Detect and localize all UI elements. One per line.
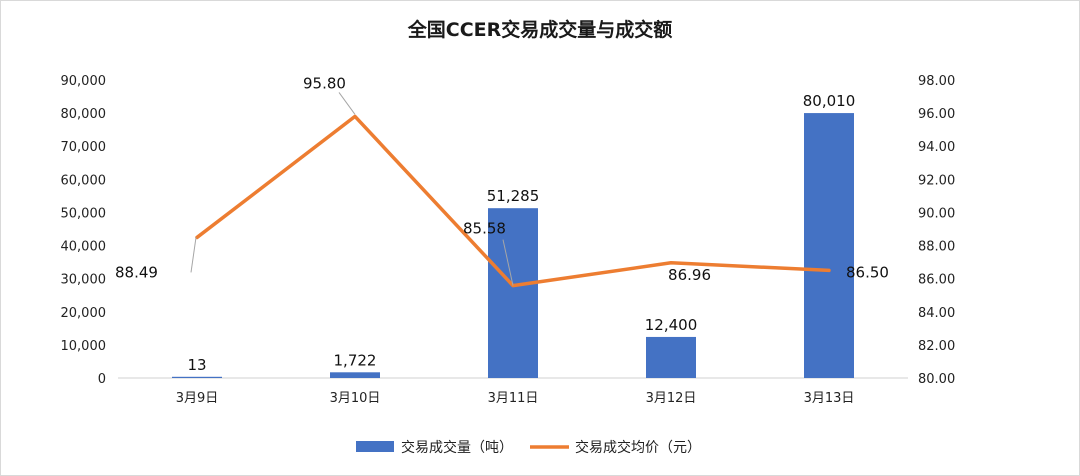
price-label-leader	[502, 239, 514, 286]
bar-value-label: 80,010	[803, 92, 856, 110]
bar-value-label: 13	[187, 356, 206, 374]
y-left-tick-label: 70,000	[61, 140, 107, 155]
y-right-tick-label: 94.00	[918, 140, 955, 155]
x-tick-label: 3月9日	[176, 391, 219, 406]
y-left-tick-label: 40,000	[61, 240, 107, 255]
y-left-tick-label: 10,000	[61, 339, 107, 354]
y-right-tick-label: 96.00	[918, 107, 955, 122]
y-left-tick-label: 90,000	[61, 74, 107, 89]
bar-value-label: 1,722	[334, 351, 377, 369]
y-right-tick-label: 84.00	[918, 306, 955, 321]
x-tick-label: 3月11日	[488, 391, 539, 406]
legend-label-price: 交易成交均价（元）	[575, 439, 701, 456]
y-right-tick-label: 90.00	[918, 206, 955, 221]
y-right-tick-label: 98.00	[918, 74, 955, 89]
y-left-tick-label: 0	[98, 372, 106, 387]
bar-volume	[488, 208, 538, 378]
y-left-tick-label: 20,000	[61, 306, 107, 321]
y-right-tick-label: 92.00	[918, 173, 955, 188]
price-label-leader	[190, 237, 197, 273]
bar-volume	[646, 336, 696, 378]
price-value-label: 88.49	[115, 263, 158, 281]
price-label-leader	[338, 92, 356, 115]
x-tick-label: 3月10日	[330, 391, 381, 406]
y-right-tick-label: 82.00	[918, 339, 955, 354]
legend-swatch-volume	[356, 441, 394, 452]
bar-volume	[330, 372, 380, 378]
y-right-tick-label: 86.00	[918, 273, 955, 288]
legend-label-volume: 交易成交量（吨）	[401, 439, 513, 456]
y-left-tick-label: 80,000	[61, 107, 107, 122]
bar-value-label: 12,400	[645, 316, 698, 334]
price-value-label: 85.58	[463, 220, 506, 238]
price-value-label: 86.50	[846, 263, 889, 281]
price-value-label: 86.96	[668, 266, 711, 284]
x-tick-label: 3月12日	[646, 391, 697, 406]
chart-title: 全国CCER交易成交量与成交额	[407, 19, 673, 41]
bar-volume	[804, 113, 854, 378]
x-tick-label: 3月13日	[804, 391, 855, 406]
bar-value-label: 51,285	[487, 187, 540, 205]
y-right-tick-label: 88.00	[918, 240, 955, 255]
y-right-tick-label: 80.00	[918, 372, 955, 387]
y-left-tick-label: 50,000	[61, 206, 107, 221]
bar-volume	[172, 376, 222, 378]
y-left-tick-label: 30,000	[61, 273, 107, 288]
price-value-label: 95.80	[303, 74, 346, 92]
y-left-tick-label: 60,000	[61, 173, 107, 188]
